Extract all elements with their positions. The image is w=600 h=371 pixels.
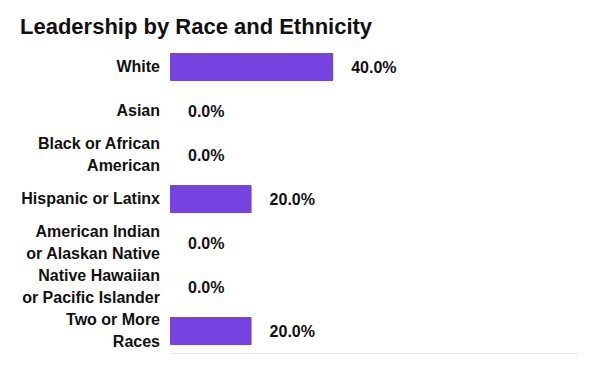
bar — [170, 185, 252, 213]
bar — [170, 273, 171, 301]
y-tick-label-line: or Pacific Islander — [22, 289, 160, 306]
y-tick: Black or African American — [38, 135, 170, 174]
y-tick-label: Black or African American — [38, 135, 160, 174]
y-tick: Asian — [116, 102, 170, 119]
y-tick-label: American Indian or Alaskan Native — [26, 223, 160, 262]
y-tick-label: Two or More Races — [66, 311, 160, 350]
y-tick-label-line: Black or African — [38, 135, 160, 152]
data-label: 0.0% — [188, 103, 224, 120]
y-tick-label-line: Native Hawaiian — [38, 267, 160, 284]
y-tick-label-line: Races — [113, 333, 160, 350]
bars — [170, 53, 333, 345]
data-label: 20.0% — [270, 191, 315, 208]
y-tick-label-line: American Indian — [36, 223, 160, 240]
y-tick-label-line: Two or More — [66, 311, 160, 328]
y-tick-label: Native Hawaiian or Pacific Islander — [22, 267, 160, 306]
chart: Leadership by Race and Ethnicity White Asi… — [0, 0, 600, 371]
y-tick: American Indian or Alaskan Native — [26, 223, 170, 262]
data-label: 0.0% — [188, 147, 224, 164]
bar — [170, 229, 171, 257]
y-tick-label-line: Hispanic or Latinx — [21, 190, 160, 207]
data-label: 0.0% — [188, 235, 224, 252]
x-axis — [171, 353, 579, 354]
y-tick: White — [116, 58, 170, 75]
y-tick-label: White — [116, 58, 160, 75]
y-tick-label: Hispanic or Latinx — [21, 190, 160, 207]
y-tick: Native Hawaiian or Pacific Islander — [22, 267, 170, 306]
chart-title: Leadership by Race and Ethnicity — [20, 14, 373, 39]
data-label: 20.0% — [270, 323, 315, 340]
x-axis-line — [171, 353, 579, 354]
y-tick-label-line: American — [87, 157, 160, 174]
bar — [170, 141, 171, 169]
y-tick: Two or More Races — [66, 311, 170, 350]
y-tick-label-line: or Alaskan Native — [26, 245, 160, 262]
data-labels: 40.0% 0.0% 0.0% 20.0% 0.0% 0.0% 20.0% — [188, 59, 397, 340]
data-label: 40.0% — [351, 59, 396, 76]
data-label: 0.0% — [188, 279, 224, 296]
bar — [170, 53, 333, 81]
y-tick-label: Asian — [116, 102, 160, 119]
y-axis: White Asian Black or African American Hispan… — [21, 58, 170, 350]
y-tick: Hispanic or Latinx — [21, 190, 170, 207]
bar — [170, 97, 171, 125]
bar — [170, 317, 252, 345]
y-tick-label-line: Asian — [116, 102, 160, 119]
y-tick-label-line: White — [116, 58, 160, 75]
